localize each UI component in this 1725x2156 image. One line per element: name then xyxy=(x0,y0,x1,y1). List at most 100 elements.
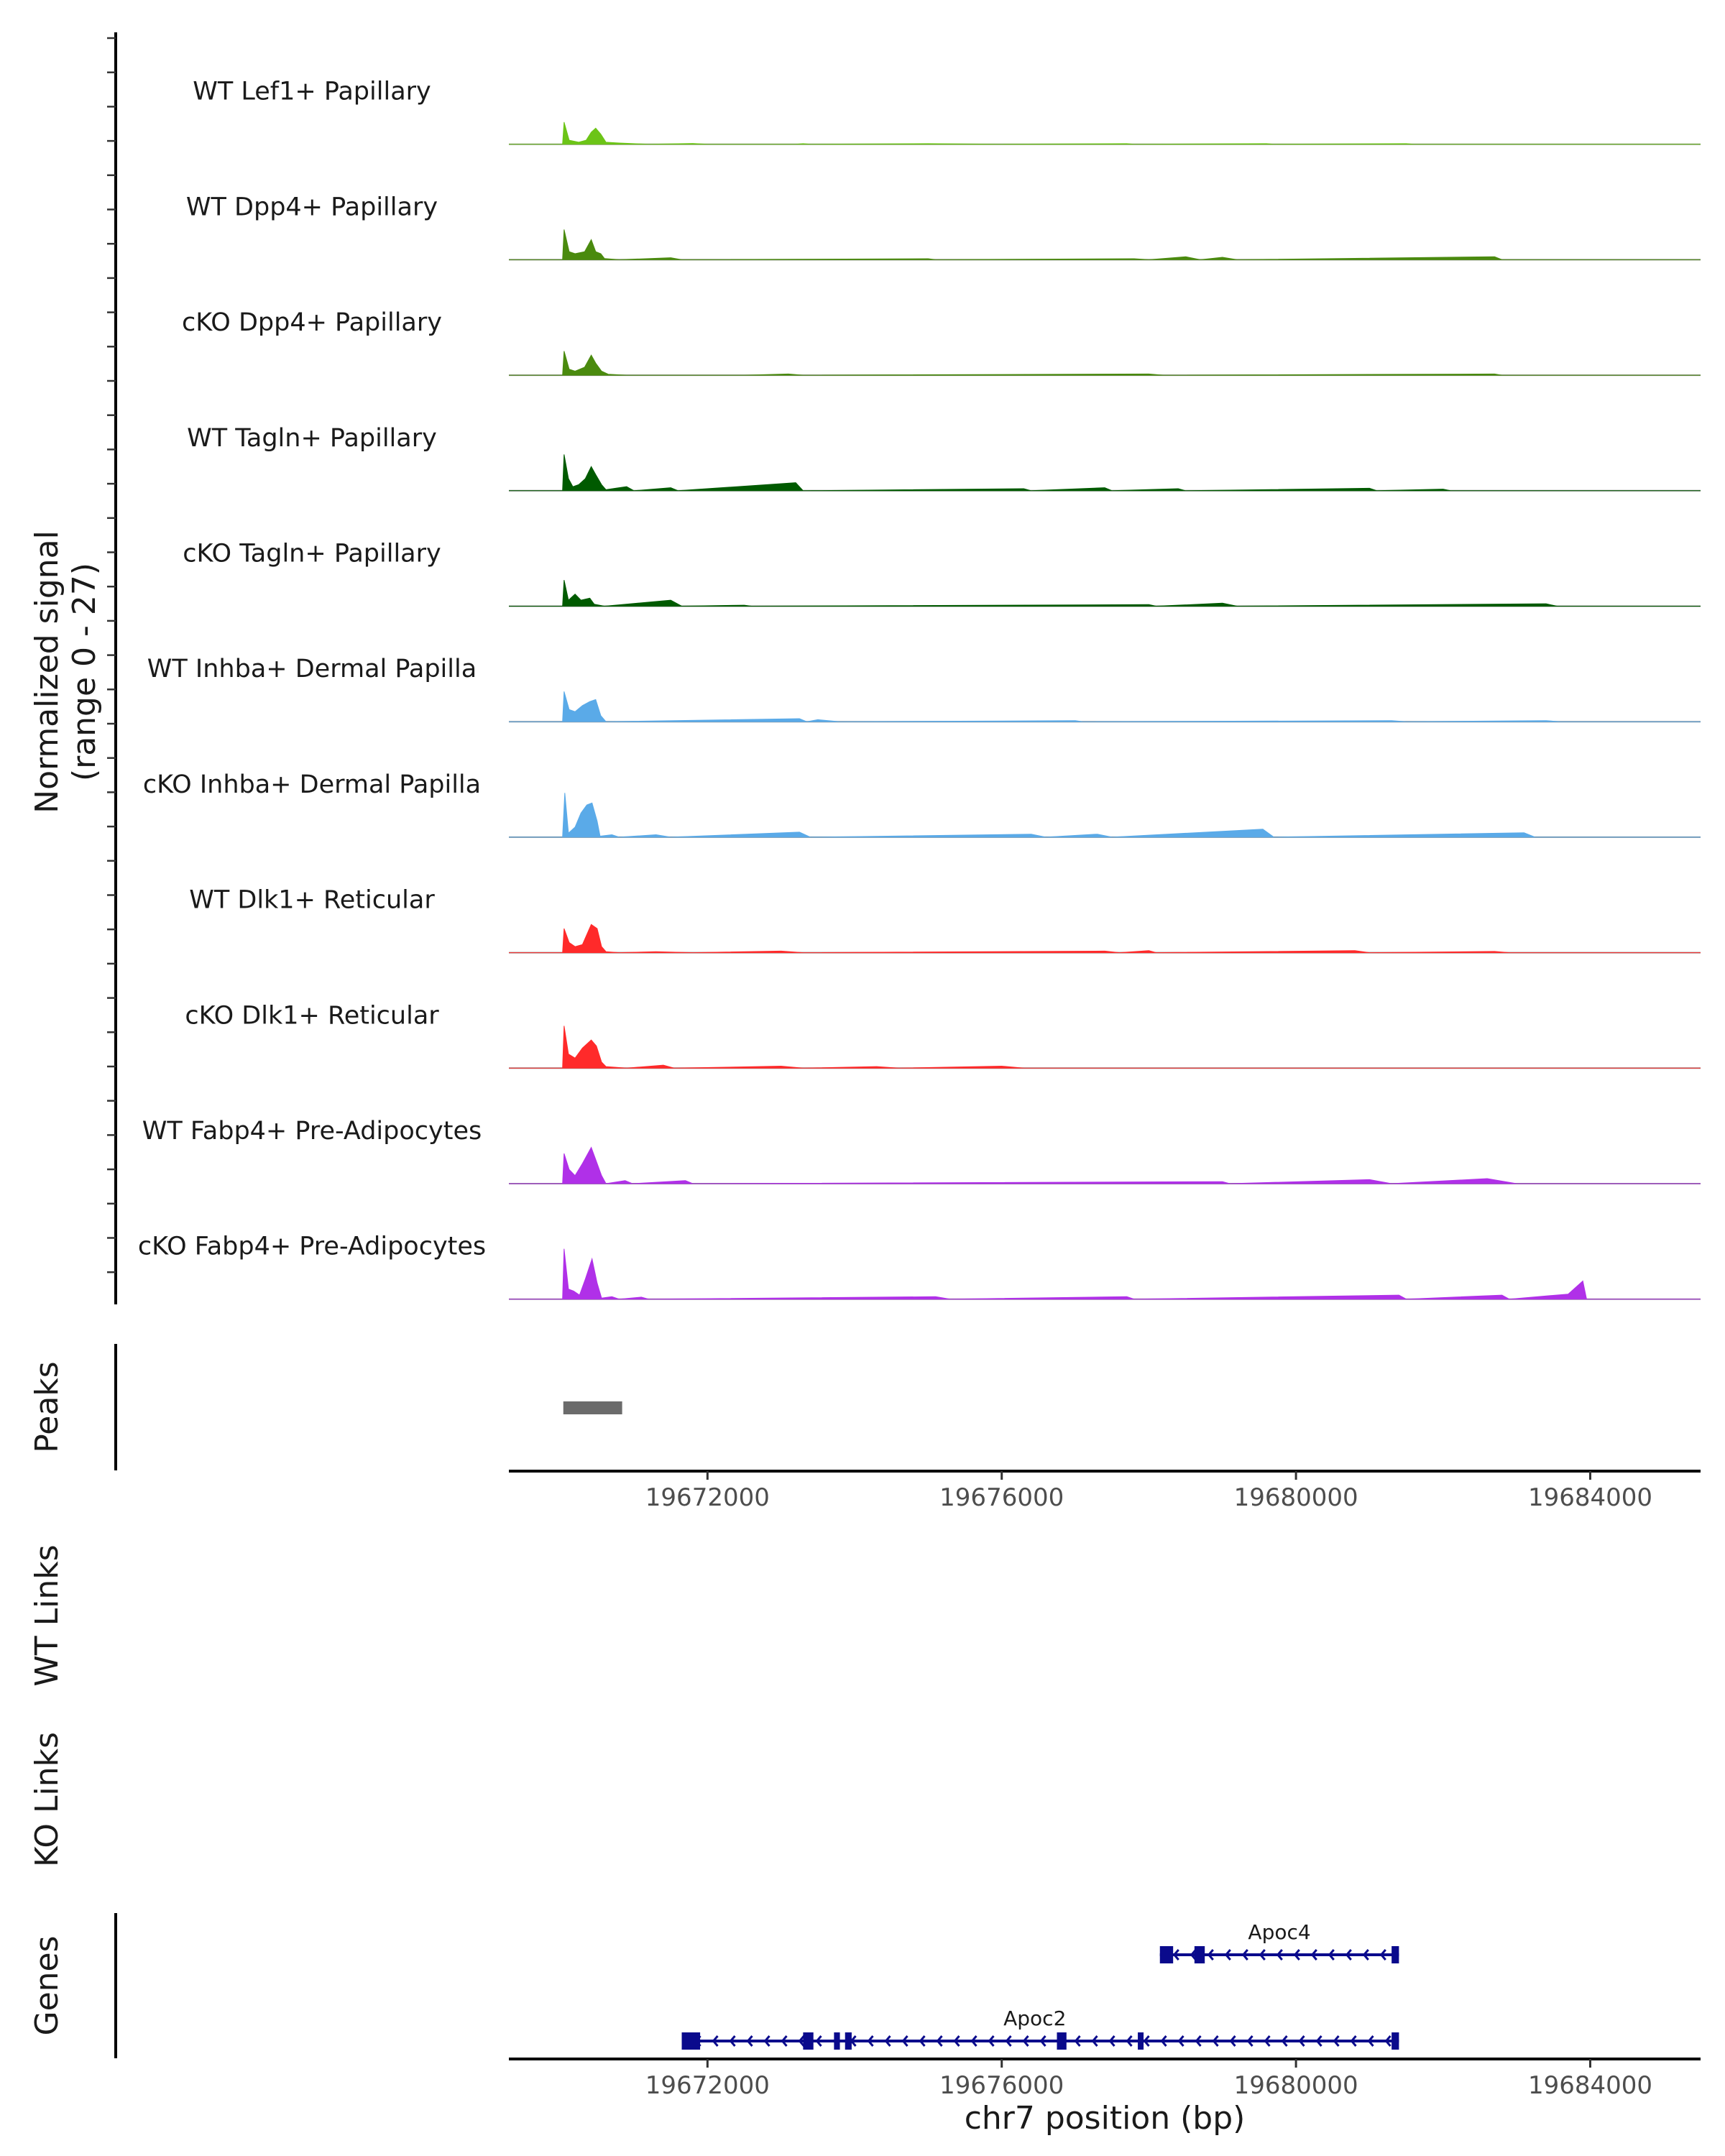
strand-arrow xyxy=(1367,2035,1374,2047)
coverage-track: cKO Dpp4+ Papillary xyxy=(182,308,1701,377)
track-label: cKO Inhba+ Dermal Papilla xyxy=(143,770,481,799)
gene-exon xyxy=(1057,2032,1067,2050)
strand-arrow xyxy=(1350,2035,1357,2047)
strand-arrow xyxy=(1298,2035,1305,2047)
genes-x-ticks: 19672000 19676000 19680000 19684000 xyxy=(645,2059,1652,2100)
track-label: WT Tagln+ Papillary xyxy=(187,424,437,453)
strand-arrow xyxy=(867,2035,874,2047)
x-tick-label: 19676000 xyxy=(939,1483,1064,1512)
coverage-tracks: WT Lef1+ Papillary WT Dpp4+ Papillary cKO … xyxy=(138,78,1701,1300)
signal-y-label: Normalized signal xyxy=(29,530,65,814)
strand-arrow xyxy=(1143,2035,1150,2047)
coverage-track: WT Dlk1+ Reticular xyxy=(189,886,1701,954)
coverage-area xyxy=(509,229,1701,260)
strand-arrow xyxy=(763,2035,770,2047)
gene-name-label: Apoc4 xyxy=(1248,1920,1310,1944)
gene-exon xyxy=(803,2032,814,2050)
strand-arrow xyxy=(1293,1949,1300,1961)
coverage-track: cKO Inhba+ Dermal Papilla xyxy=(143,770,1701,838)
strand-arrow xyxy=(1172,1949,1179,1961)
strand-arrow xyxy=(1207,1949,1214,1961)
coverage-track: cKO Tagln+ Papillary xyxy=(183,540,1701,607)
signal-y-range-label: (range 0 - 27) xyxy=(66,563,103,781)
wt-links-label: WT Links xyxy=(29,1544,65,1686)
strand-arrow xyxy=(1039,2035,1046,2047)
coverage-track: cKO Fabp4+ Pre-Adipocytes xyxy=(138,1233,1701,1300)
track-label: cKO Fabp4+ Pre-Adipocytes xyxy=(138,1233,486,1261)
strand-arrow xyxy=(919,2035,926,2047)
coverage-area xyxy=(509,1248,1701,1300)
track-label: WT Dlk1+ Reticular xyxy=(189,886,435,915)
strand-arrow xyxy=(1224,1949,1231,1961)
strand-arrow xyxy=(746,2035,753,2047)
coverage-track: WT Lef1+ Papillary xyxy=(193,78,1701,145)
strand-arrow xyxy=(1259,1949,1266,1961)
genes-label: Genes xyxy=(29,1935,65,2035)
track-label: WT Fabp4+ Pre-Adipocytes xyxy=(142,1117,482,1146)
x-tick-label: 19672000 xyxy=(645,2071,770,2100)
strand-arrow xyxy=(1246,2035,1254,2047)
strand-arrow xyxy=(953,2035,960,2047)
strand-arrow xyxy=(712,2035,719,2047)
x-tick-label: 19672000 xyxy=(645,1483,770,1512)
peaks-track xyxy=(563,1401,622,1414)
strand-arrow xyxy=(1177,2035,1184,2047)
gene-exon xyxy=(1194,1946,1205,1963)
gene-model: Apoc2 xyxy=(681,2007,1399,2050)
strand-arrow xyxy=(1315,2035,1322,2047)
gene-exon xyxy=(1392,2032,1399,2050)
coverage-area xyxy=(509,1146,1701,1184)
signal-y-ticks xyxy=(107,37,116,1273)
strand-arrow xyxy=(1195,2035,1202,2047)
coverage-track: WT Inhba+ Dermal Papilla xyxy=(147,655,1701,723)
peak-region xyxy=(563,1401,622,1414)
strand-arrow xyxy=(988,2035,995,2047)
strand-arrow xyxy=(1190,1949,1197,1961)
strand-arrow xyxy=(1264,2035,1271,2047)
coverage-track: cKO Dlk1+ Reticular xyxy=(185,1001,1701,1069)
coverage-track: WT Fabp4+ Pre-Adipocytes xyxy=(142,1117,1701,1184)
strand-arrow xyxy=(1091,2035,1098,2047)
strand-arrow xyxy=(729,2035,736,2047)
peaks-label: Peaks xyxy=(29,1361,65,1452)
strand-arrow xyxy=(901,2035,908,2047)
strand-arrow xyxy=(1074,2035,1081,2047)
strand-arrow xyxy=(936,2035,943,2047)
coverage-area xyxy=(509,1026,1701,1069)
strand-arrow xyxy=(1333,2035,1340,2047)
strand-arrow xyxy=(1310,1949,1317,1961)
strand-arrow xyxy=(1160,2035,1167,2047)
strand-arrow xyxy=(1281,2035,1288,2047)
track-label: cKO Tagln+ Papillary xyxy=(183,540,441,568)
gene-name-label: Apoc2 xyxy=(1003,2007,1066,2030)
strand-arrow xyxy=(1022,2035,1029,2047)
strand-arrow xyxy=(798,2035,805,2047)
genes-track: Apoc4 Apoc2 xyxy=(681,1920,1399,2050)
strand-arrow xyxy=(1241,1949,1248,1961)
strand-arrow xyxy=(884,2035,891,2047)
strand-arrow xyxy=(1328,1949,1335,1961)
gene-exon xyxy=(1392,1946,1399,1963)
gene-model: Apoc4 xyxy=(1159,1920,1399,1963)
track-label: cKO Dpp4+ Papillary xyxy=(182,308,442,337)
coverage-track: WT Dpp4+ Papillary xyxy=(186,193,1701,261)
coverage-area xyxy=(509,923,1701,954)
x-tick-label: 19676000 xyxy=(939,2071,1064,2100)
gene-exon xyxy=(834,2032,840,2050)
strand-arrow xyxy=(1276,1949,1283,1961)
strand-arrow xyxy=(1379,1949,1386,1961)
track-label: WT Inhba+ Dermal Papilla xyxy=(147,655,477,683)
gene-exon xyxy=(1138,2032,1144,2050)
x-tick-label: 19684000 xyxy=(1528,2071,1652,2100)
coverage-area xyxy=(509,454,1701,492)
peaks-x-ticks: 19672000 19676000 19680000 19684000 xyxy=(645,1471,1652,1512)
x-tick-label: 19680000 xyxy=(1234,2071,1358,2100)
x-tick-label: 19680000 xyxy=(1234,1483,1358,1512)
strand-arrow xyxy=(1229,2035,1236,2047)
x-axis-label: chr7 position (bp) xyxy=(965,2100,1246,2137)
track-label: cKO Dlk1+ Reticular xyxy=(185,1001,439,1030)
track-label: WT Lef1+ Papillary xyxy=(193,78,431,106)
coverage-area xyxy=(509,793,1701,838)
ko-links-label: KO Links xyxy=(29,1732,65,1867)
